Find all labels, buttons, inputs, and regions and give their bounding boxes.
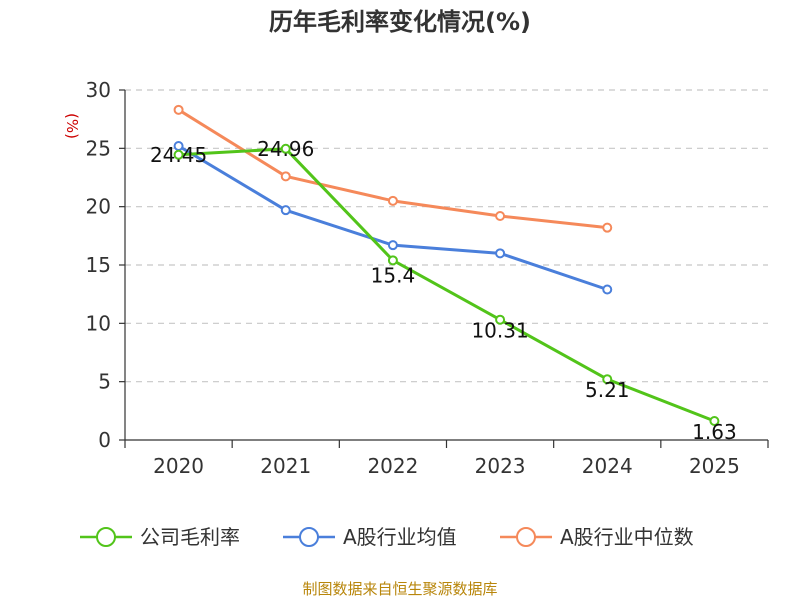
x-tick-label-2021: 2021 (260, 454, 311, 478)
x-tick-label-2025: 2025 (689, 454, 740, 478)
series-3-point-2020 (173, 104, 184, 115)
series-3-point-2024 (602, 222, 613, 233)
series-2-point-2024 (602, 284, 613, 295)
data-label-2025: 1.63 (692, 420, 737, 444)
series-lines (173, 104, 720, 426)
data-label-2020: 24.45 (150, 143, 207, 167)
series-1-point-2023 (495, 314, 506, 325)
series-2-point-2021 (280, 205, 291, 216)
y-tick-label-10: 10 (86, 311, 111, 335)
y-tick-label-0: 0 (98, 428, 111, 452)
series-3-point-2021 (280, 171, 291, 182)
series-3-point-2023 (495, 211, 506, 221)
data-label-2021: 24.96 (257, 137, 314, 161)
legend-marker-3 (516, 527, 536, 547)
y-tick-label-25: 25 (86, 136, 111, 160)
legend-marker-1 (96, 527, 116, 547)
x-tick-label-2023: 2023 (475, 454, 526, 478)
series-1-point-2022 (387, 255, 398, 266)
y-tick-label-20: 20 (86, 195, 111, 219)
series-2-point-2022 (387, 240, 398, 251)
legend-marker-2 (299, 527, 319, 547)
series-1-point-2020 (173, 149, 184, 160)
y-axis-unit-label: (%) (63, 113, 81, 139)
y-tick-label-30: 30 (86, 78, 111, 102)
legend: 公司毛利率 A股行业均值 A股行业中位数 (80, 525, 694, 549)
series-2-point-2023 (495, 248, 506, 259)
legend-label-2: A股行业均值 (343, 525, 457, 549)
data-label-2023: 10.31 (471, 319, 528, 343)
series-1-point-2021 (280, 143, 291, 154)
series-1-point-2025 (709, 415, 720, 426)
grid-lines (125, 89, 768, 383)
series-line-3 (177, 108, 609, 230)
y-tick-label-15: 15 (86, 253, 111, 277)
data-labels: 24.45 24.96 15.4 10.31 5.21 1.63 (150, 137, 737, 444)
legend-label-3: A股行业中位数 (560, 525, 694, 549)
legend-label-1: 公司毛利率 (140, 525, 240, 549)
chart-title: 历年毛利率变化情况(%) (269, 8, 531, 36)
x-tick-label-2020: 2020 (153, 454, 204, 478)
series-3-point-2022 (387, 195, 398, 206)
data-label-2024: 5.21 (585, 378, 630, 402)
y-tick-label-5: 5 (98, 370, 111, 394)
series-1-point-2024 (602, 374, 613, 385)
x-tick-label-2024: 2024 (582, 454, 633, 478)
data-label-2022: 15.4 (371, 263, 416, 287)
source-note: 制图数据来自恒生聚源数据库 (302, 580, 497, 598)
x-tick-label-2022: 2022 (367, 454, 418, 478)
series-line-1 (177, 147, 716, 423)
